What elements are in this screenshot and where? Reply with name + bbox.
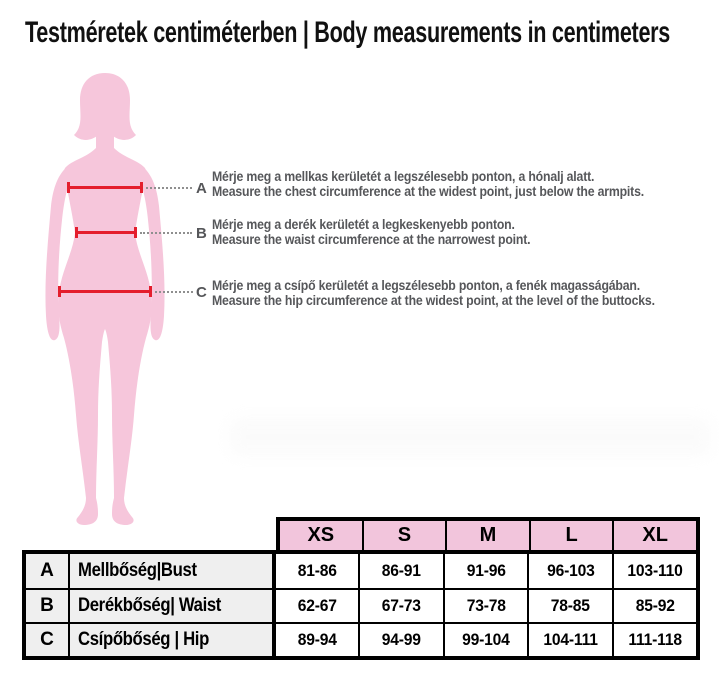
- female-silhouette: [28, 70, 192, 528]
- size-col-m: M: [445, 521, 529, 550]
- cell-value: 104-111: [543, 630, 598, 649]
- cell-value: 62-67: [297, 596, 337, 615]
- page-title: Testméretek centiméterben | Body measure…: [25, 16, 671, 49]
- row-label: Mellbőség|Bust: [68, 554, 276, 588]
- chest-leader-line: [146, 187, 192, 189]
- table-row-hip: C Csípőbőség | Hip 89-94 94-99 99-104 10…: [26, 622, 697, 656]
- cell-value: 91-96: [466, 561, 506, 580]
- size-col-l: L: [528, 521, 613, 550]
- silhouette-body: [58, 148, 152, 525]
- waist-description-en: Measure the waist circumference at the n…: [212, 232, 531, 247]
- waist-xl: 85-92: [611, 590, 697, 622]
- bust-xs: 81-86: [276, 554, 359, 588]
- hip-description-hu: Mérje meg a csípő kerületét a legszélese…: [212, 278, 640, 293]
- chest-description: Mérje meg a mellkas kerületét a legszéle…: [212, 169, 714, 199]
- faded-watermark-band: [230, 418, 710, 456]
- cell-value: 94-99: [382, 630, 422, 649]
- row-label-text: Mellbőség|Bust: [78, 560, 197, 581]
- waist-l: 78-85: [527, 590, 612, 622]
- hip-s: 94-99: [358, 624, 443, 656]
- waist-measure-line: [75, 227, 137, 238]
- cell-value: 96-103: [546, 561, 595, 580]
- row-label-text: Csípőbőség | Hip: [78, 629, 209, 650]
- row-label: Derékbőség| Waist: [68, 590, 276, 622]
- chest-description-en: Measure the chest circumference at the w…: [212, 184, 644, 199]
- cell-value: 89-94: [297, 630, 337, 649]
- table-row-bust: A Mellbőség|Bust 81-86 86-91 91-96 96-10…: [26, 554, 697, 588]
- row-letter: A: [26, 554, 68, 588]
- hip-l: 104-111: [527, 624, 612, 656]
- waist-leader-line: [140, 232, 192, 234]
- row-label: Csípőbőség | Hip: [68, 624, 276, 656]
- cell-value: 86-91: [382, 561, 422, 580]
- waist-m: 73-78: [442, 590, 528, 622]
- size-col-xl: XL: [612, 521, 696, 550]
- bust-m: 91-96: [442, 554, 528, 588]
- waist-description-hu: Mérje meg a derék kerületét a legkeskeny…: [212, 217, 515, 232]
- chest-description-hu: Mérje meg a mellkas kerületét a legszéle…: [212, 169, 595, 184]
- cell-value: 78-85: [550, 596, 590, 615]
- waist-s: 67-73: [358, 590, 443, 622]
- row-letter: C: [26, 624, 68, 656]
- hip-m: 99-104: [442, 624, 528, 656]
- size-table-body: A Mellbőség|Bust 81-86 86-91 91-96 96-10…: [22, 550, 700, 660]
- waist-description: Mérje meg a derék kerületét a legkeskeny…: [212, 217, 714, 247]
- silhouette-left-arm: [45, 166, 74, 341]
- cell-value: 67-73: [382, 596, 422, 615]
- size-table: XS S M L XL A Mellbőség|Bust 81-86 86-91…: [22, 517, 700, 660]
- size-table-header: XS S M L XL: [276, 517, 700, 554]
- cell-value: 103-110: [627, 561, 683, 580]
- cell-value: 85-92: [635, 596, 675, 615]
- silhouette-head: [74, 73, 136, 140]
- bust-l: 96-103: [527, 554, 612, 588]
- chest-measure-line: [67, 182, 143, 193]
- cell-value: 81-86: [297, 561, 337, 580]
- hip-description: Mérje meg a csípő kerületét a legszélese…: [212, 278, 714, 308]
- hip-xs: 89-94: [276, 624, 359, 656]
- silhouette-right-arm: [136, 166, 165, 341]
- row-letter: B: [26, 590, 68, 622]
- waist-xs: 62-67: [276, 590, 359, 622]
- cell-value: 73-78: [466, 596, 506, 615]
- size-col-xs: XS: [307, 524, 335, 546]
- table-row-waist: B Derékbőség| Waist 62-67 67-73 73-78 78…: [26, 588, 697, 622]
- hip-description-en: Measure the hip circumference at the wid…: [212, 293, 655, 308]
- chest-letter: A: [196, 180, 207, 197]
- hip-leader-line: [155, 291, 193, 293]
- hip-xl: 111-118: [611, 624, 697, 656]
- female-silhouette-svg: [45, 73, 165, 525]
- hip-measure-line: [58, 286, 152, 297]
- cell-value: 99-104: [462, 630, 510, 649]
- waist-letter: B: [196, 225, 207, 242]
- bust-s: 86-91: [358, 554, 443, 588]
- size-col-s: S: [361, 521, 446, 550]
- cell-value: 111-118: [628, 630, 682, 649]
- hip-letter: C: [196, 284, 207, 301]
- row-label-text: Derékbőség| Waist: [78, 595, 222, 616]
- bust-xl: 103-110: [611, 554, 697, 588]
